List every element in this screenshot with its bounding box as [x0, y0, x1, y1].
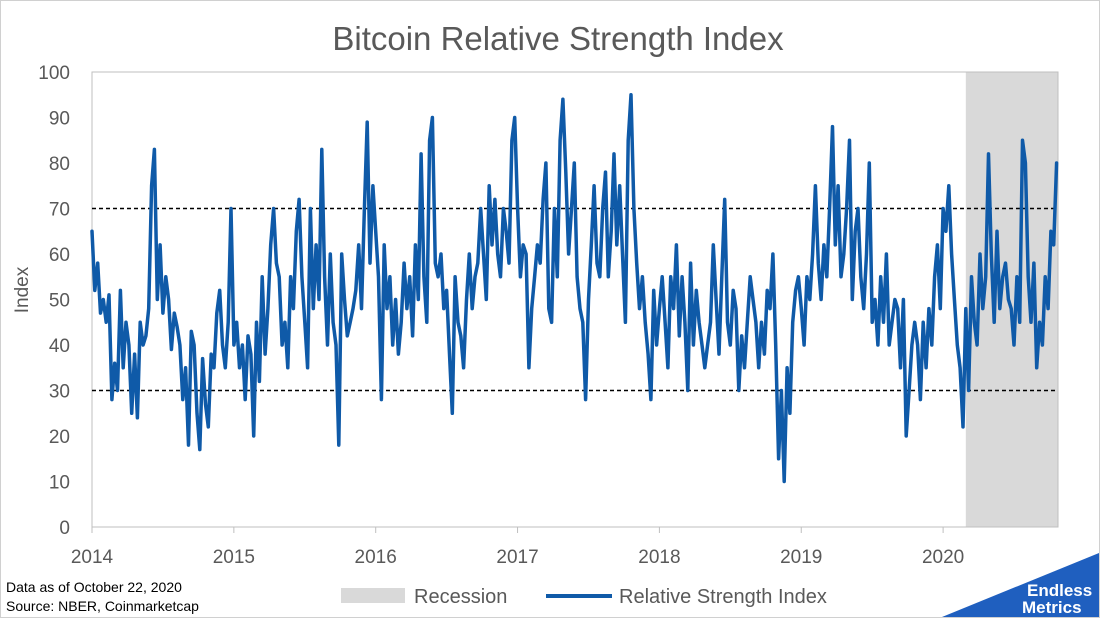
y-tick-label-40: 40: [49, 336, 70, 357]
legend: Recession Relative Strength Index: [341, 586, 827, 608]
y-tick-label-70: 70: [49, 200, 70, 221]
x-tick-label-2019: 2019: [780, 547, 822, 568]
x-tick-label-2018: 2018: [638, 547, 680, 568]
x-tick-label-2014: 2014: [71, 547, 114, 568]
y-tick-label-30: 30: [49, 382, 70, 403]
logo-triangle: [942, 553, 1099, 617]
x-axis-ticks: 2014 2015 2016 2017 2018 2019 2020: [71, 527, 964, 568]
y-tick-label-90: 90: [49, 109, 70, 130]
y-tick-label-50: 50: [49, 291, 70, 312]
x-tick-label-2016: 2016: [355, 547, 397, 568]
plot-area: [91, 71, 1059, 528]
chart-title: Bitcoin Relative Strength Index: [332, 20, 784, 57]
y-tick-label-60: 60: [49, 245, 70, 266]
y-axis-ticks: 0 10 20 30 40 50 60 70 80 90 100: [38, 63, 70, 539]
data-as-of-note: Data as of October 22, 2020: [6, 579, 182, 595]
x-tick-label-2020: 2020: [922, 547, 964, 568]
legend-swatch-recession: [341, 588, 405, 603]
logo-text-line2: Metrics: [1022, 598, 1082, 617]
logo-text-line1: Endless: [1027, 581, 1092, 600]
x-tick-label-2015: 2015: [213, 547, 255, 568]
y-tick-label-20: 20: [49, 427, 70, 448]
y-tick-label-10: 10: [49, 473, 70, 494]
x-tick-label-2017: 2017: [496, 547, 538, 568]
legend-label-recession: Recession: [414, 586, 507, 608]
endless-metrics-logo: Endless Metrics: [942, 553, 1099, 617]
y-tick-label-0: 0: [59, 518, 70, 539]
plot-border: [91, 71, 1059, 528]
y-tick-label-100: 100: [38, 63, 70, 84]
legend-label-rsi: Relative Strength Index: [619, 586, 827, 608]
series-layer: [90, 93, 1059, 484]
y-tick-label-80: 80: [49, 154, 70, 175]
y-axis-label: Index: [12, 266, 33, 313]
series-line-rsi: [90, 93, 1059, 484]
source-note: Source: NBER, Coinmarketcap: [6, 598, 199, 614]
